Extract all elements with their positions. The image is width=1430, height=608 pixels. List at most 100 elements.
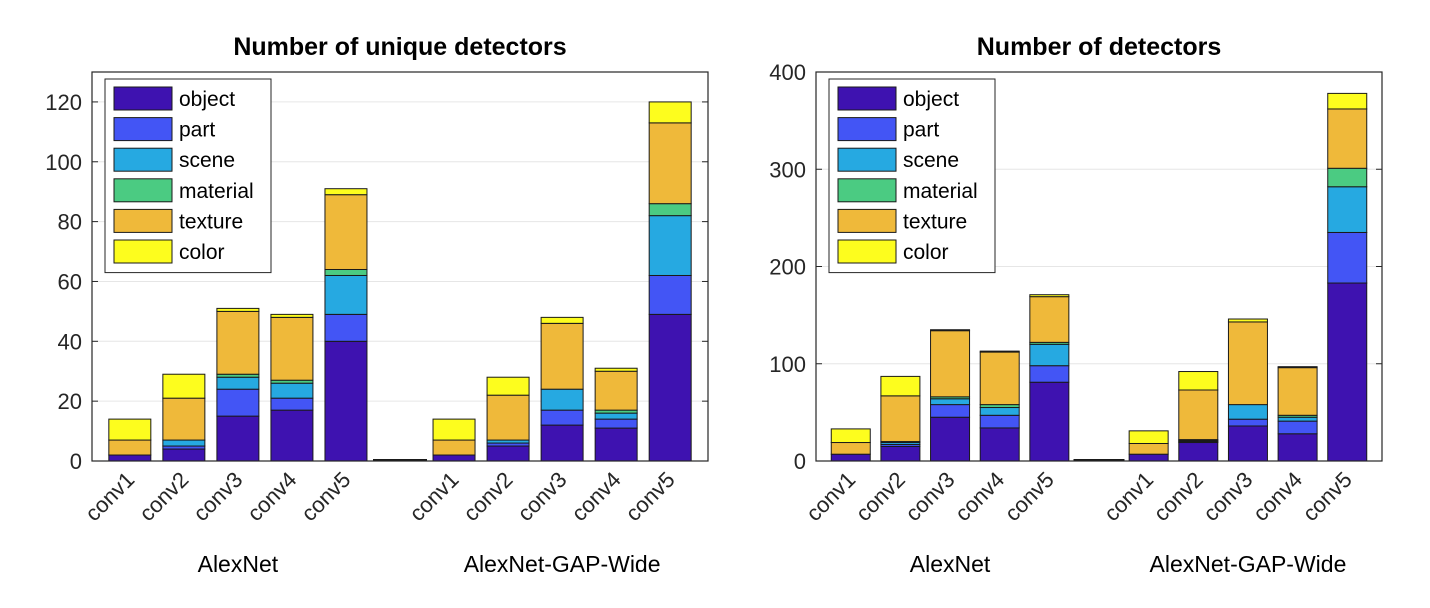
bar-segment-color <box>270 313 314 318</box>
legend-label: texture <box>903 210 967 233</box>
bar-segment-color <box>1029 294 1070 298</box>
x-tick-label: conv4 <box>950 467 1009 526</box>
axes-box <box>91 71 709 462</box>
group-label: AlexNet-GAP-Wide <box>1150 551 1347 577</box>
bar-segment-scene <box>270 382 314 399</box>
group-label: AlexNet-GAP-Wide <box>464 551 661 577</box>
bar-segment-object <box>1029 381 1070 462</box>
group-label: AlexNet <box>198 551 279 577</box>
bar-segment-object <box>432 454 476 462</box>
bar-segment-color <box>162 373 206 399</box>
bar-segment-texture <box>648 122 692 205</box>
legend-label: material <box>903 180 978 203</box>
bar-segment-color <box>880 375 921 397</box>
bar-segment-color <box>216 307 260 312</box>
chart-unique-detectors: conv1conv2conv3conv4conv5AlexNetconv1con… <box>45 33 709 577</box>
bar-segment-texture <box>108 439 152 456</box>
legend-swatch-scene <box>113 147 173 172</box>
gap-marker <box>1073 459 1125 461</box>
bar-segment-texture <box>1029 296 1070 343</box>
bar-segment-texture <box>486 394 530 441</box>
y-tick-label: 80 <box>58 210 82 235</box>
x-tick-label: conv4 <box>566 467 625 526</box>
legend-swatch-texture <box>837 208 897 233</box>
bar-segment-scene <box>324 274 368 315</box>
x-tick-label: conv5 <box>621 467 680 526</box>
legend-label: material <box>179 180 254 203</box>
bar-segment-texture <box>880 395 921 443</box>
bar-segment-part <box>979 414 1020 429</box>
bar-segment-part <box>1327 231 1368 284</box>
bar-segment-scene <box>162 439 206 447</box>
bar-segment-color <box>324 188 368 196</box>
bar-segment-part <box>648 274 692 315</box>
bar-segment-material <box>1327 167 1368 188</box>
bar-segment-texture <box>324 194 368 270</box>
bar-segment-object <box>1277 433 1318 462</box>
bar-segment-scene <box>1277 416 1318 422</box>
bar-segment-texture <box>594 370 638 411</box>
bar-segment-object <box>1327 282 1368 462</box>
group-label: AlexNet <box>910 551 991 577</box>
bar-segment-object <box>486 445 530 462</box>
bar-segment-scene <box>540 388 584 411</box>
bar-segment-object <box>324 340 368 462</box>
bar-segment-part <box>1227 418 1268 427</box>
bar-segment-color <box>830 428 871 444</box>
legend-label: scene <box>903 149 959 172</box>
legend-label: scene <box>179 149 235 172</box>
bar-segment-color <box>108 418 152 441</box>
y-tick-label: 20 <box>58 389 82 414</box>
bar-segment-color <box>1128 430 1169 444</box>
bar-segment-texture <box>1327 108 1368 169</box>
bar-segment-color <box>1178 371 1219 391</box>
x-tick-label: conv3 <box>1198 467 1257 526</box>
legend-label: object <box>179 88 235 111</box>
x-tick-label: conv1 <box>80 467 139 526</box>
bar-segment-part <box>594 418 638 429</box>
y-tick-label: 100 <box>769 352 806 377</box>
bar-segment-color <box>648 101 692 124</box>
bar-segment-scene <box>1327 186 1368 233</box>
bar-segment-part <box>930 404 971 418</box>
bar-segment-color <box>594 367 638 372</box>
x-tick-label: conv1 <box>404 467 463 526</box>
legend-label: object <box>903 88 959 111</box>
bar-segment-texture <box>1277 367 1318 416</box>
y-tick-label: 400 <box>769 60 806 85</box>
legend-swatch-material <box>113 178 173 203</box>
chart-detectors: conv1conv2conv3conv4conv5AlexNetconv1con… <box>769 33 1383 577</box>
legend-swatch-color <box>837 239 897 264</box>
bar-segment-scene <box>979 407 1020 416</box>
legend-label: color <box>903 241 949 264</box>
bar-segment-scene <box>594 412 638 420</box>
x-tick-label: conv2 <box>458 467 517 526</box>
x-tick-label: conv5 <box>296 467 355 526</box>
bar-segment-object <box>1128 453 1169 462</box>
bar-segment-scene <box>1029 343 1070 367</box>
bar-segment-part <box>270 397 314 411</box>
bar-segment-object <box>930 416 971 462</box>
x-tick-label: conv1 <box>801 467 860 526</box>
bar-segment-scene <box>930 398 971 406</box>
bar-segment-texture <box>930 330 971 398</box>
bar-segment-material <box>648 203 692 217</box>
bar-segment-object <box>1227 425 1268 462</box>
bar-segment-scene <box>1227 404 1268 420</box>
bar-segment-part <box>1277 420 1318 435</box>
x-tick-label: conv1 <box>1099 467 1158 526</box>
legend-label: texture <box>179 210 243 233</box>
y-tick-label: 120 <box>45 90 82 115</box>
bar-segment-color <box>486 376 530 396</box>
bar-segment-color <box>930 329 971 332</box>
bar-segment-object <box>830 453 871 462</box>
bar-segment-object <box>216 415 260 462</box>
bar-segment-color <box>1277 366 1318 369</box>
bar-segment-object <box>1178 442 1219 462</box>
x-tick-label: conv5 <box>1298 467 1357 526</box>
bar-segment-object <box>108 454 152 462</box>
legend-swatch-material <box>837 178 897 203</box>
chart-title: Number of unique detectors <box>233 33 566 61</box>
bar-segment-object <box>162 448 206 462</box>
bar-segment-texture <box>1128 442 1169 455</box>
